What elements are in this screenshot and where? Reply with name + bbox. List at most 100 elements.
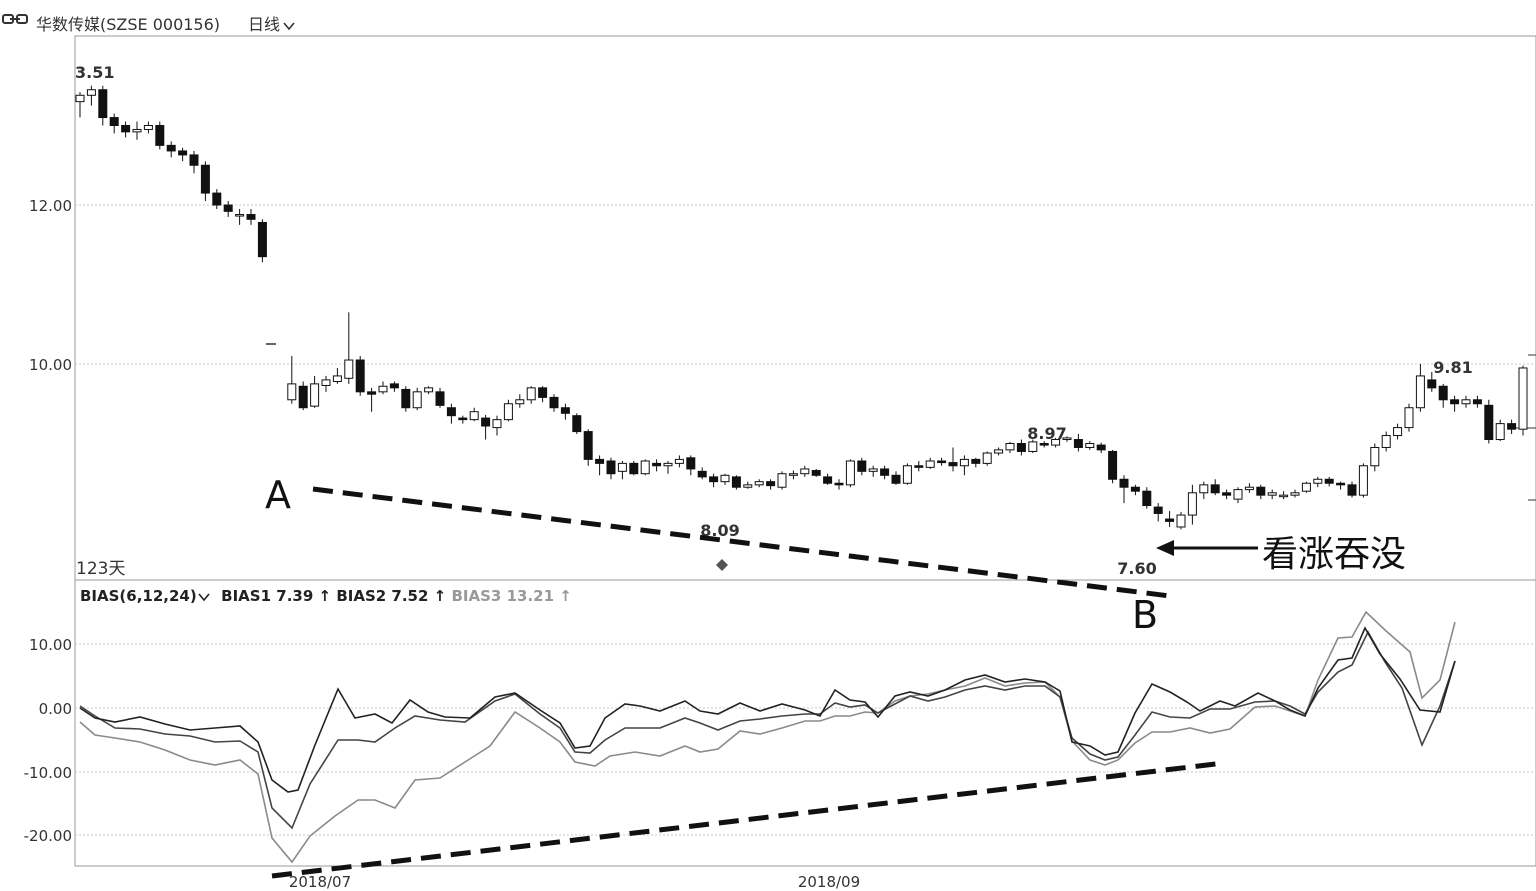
indicator-panel-frame — [74, 579, 1536, 867]
bias-y-tick: 0.00 — [39, 700, 72, 718]
bias2-line — [79, 630, 1456, 830]
candle-down — [572, 415, 582, 433]
candle-up — [378, 385, 388, 393]
candle-down — [595, 458, 605, 464]
trendline-price — [312, 486, 1171, 599]
candle-up — [1358, 465, 1368, 496]
period-label: 日线 — [248, 15, 281, 34]
candle-up — [332, 375, 342, 382]
candle-down — [257, 221, 267, 258]
candle-up — [469, 411, 479, 421]
candle-down — [1210, 484, 1220, 494]
candle-up — [1005, 443, 1015, 451]
label-last-high: 9.81 — [1433, 358, 1472, 377]
candle-up — [287, 383, 297, 401]
candle-down — [1484, 404, 1494, 441]
candle-down — [948, 462, 958, 467]
candle-up — [1244, 486, 1254, 491]
candle-down — [121, 125, 131, 133]
candle-down — [1119, 478, 1129, 488]
x-tick: 2018/07 — [289, 873, 351, 891]
candle-up — [1062, 437, 1072, 441]
candle-down — [560, 407, 570, 414]
chevron-down-icon — [198, 592, 210, 601]
candle-down — [766, 481, 776, 487]
candle-down — [857, 460, 867, 472]
candle-up — [902, 465, 912, 484]
label-low-a: 8.09 — [700, 521, 739, 540]
annotation-b: B — [1132, 593, 1158, 637]
candle-down — [1472, 399, 1482, 405]
candle-down — [98, 89, 108, 119]
bias2-value: BIAS2 7.52 — [336, 587, 429, 605]
candle-down — [1165, 518, 1175, 522]
candle-down — [1142, 490, 1152, 507]
candle-up — [424, 387, 434, 393]
indicator-selector[interactable]: BIAS(6,12,24) — [80, 587, 211, 605]
bias3-line — [79, 610, 1456, 864]
diamond-marker-icon — [716, 559, 728, 571]
candle-down — [246, 214, 256, 220]
candle-up — [994, 449, 1004, 454]
annotation-engulfing: 看涨吞没 — [1262, 534, 1406, 575]
candle-up — [1381, 435, 1391, 448]
up-arrow-icon: ↑ — [433, 587, 447, 605]
candle-down — [401, 388, 411, 409]
candle-down — [880, 468, 890, 476]
candle-up — [235, 214, 245, 217]
candle-down — [811, 470, 821, 476]
price-y-tick: 12.00 — [29, 197, 72, 215]
candle-up — [310, 383, 320, 407]
candle-down — [937, 460, 947, 464]
bias-y-tick: -20.00 — [24, 827, 72, 845]
candle-up — [1279, 494, 1289, 498]
chevron-down-icon — [283, 21, 295, 30]
candle-up — [788, 473, 798, 476]
candle-down — [1073, 439, 1083, 448]
link-icon — [2, 14, 28, 24]
x-tick: 2018/09 — [798, 873, 860, 891]
candle-up — [1233, 489, 1243, 500]
candle-up — [640, 460, 650, 475]
candle-up — [1370, 446, 1380, 467]
candle-up — [674, 458, 684, 464]
period-selector[interactable]: 日线 — [248, 11, 296, 35]
candle-down — [481, 417, 491, 427]
candle-up — [143, 125, 153, 130]
candle-down — [1450, 399, 1460, 405]
candle-down — [367, 391, 377, 395]
bias-lines — [79, 610, 1456, 864]
bias1-line — [79, 626, 1456, 793]
candle-up — [412, 391, 422, 409]
candle-up — [1187, 492, 1197, 516]
candle-down — [709, 476, 719, 483]
candle-up — [800, 468, 810, 475]
label-high: 3.51 — [75, 63, 114, 82]
candle-down — [1096, 444, 1106, 451]
candle-up — [492, 419, 502, 429]
label-low-b: 7.60 — [1117, 559, 1156, 578]
candle-up — [1495, 423, 1505, 441]
candle-up — [743, 484, 753, 488]
candlestick-series — [75, 85, 1528, 530]
candle-down — [1130, 486, 1140, 492]
candle-down — [629, 462, 639, 475]
bias1-value: BIAS1 7.39 — [221, 587, 314, 605]
candle-up — [1393, 427, 1403, 437]
candle-up — [959, 458, 969, 467]
candle-up — [1290, 492, 1300, 496]
candle-down — [1039, 443, 1049, 446]
arrow-left-icon — [1156, 540, 1174, 556]
candle-down — [200, 164, 210, 194]
candle-down — [178, 150, 188, 156]
candle-up — [1313, 478, 1323, 484]
candle-up — [1301, 482, 1311, 492]
candle-up — [1518, 367, 1528, 430]
candle-down — [435, 391, 445, 406]
candle-down — [583, 431, 593, 460]
candle-down — [891, 474, 901, 484]
candle-up — [75, 94, 85, 103]
candle-down — [1108, 450, 1118, 480]
candle-up — [1404, 407, 1414, 429]
